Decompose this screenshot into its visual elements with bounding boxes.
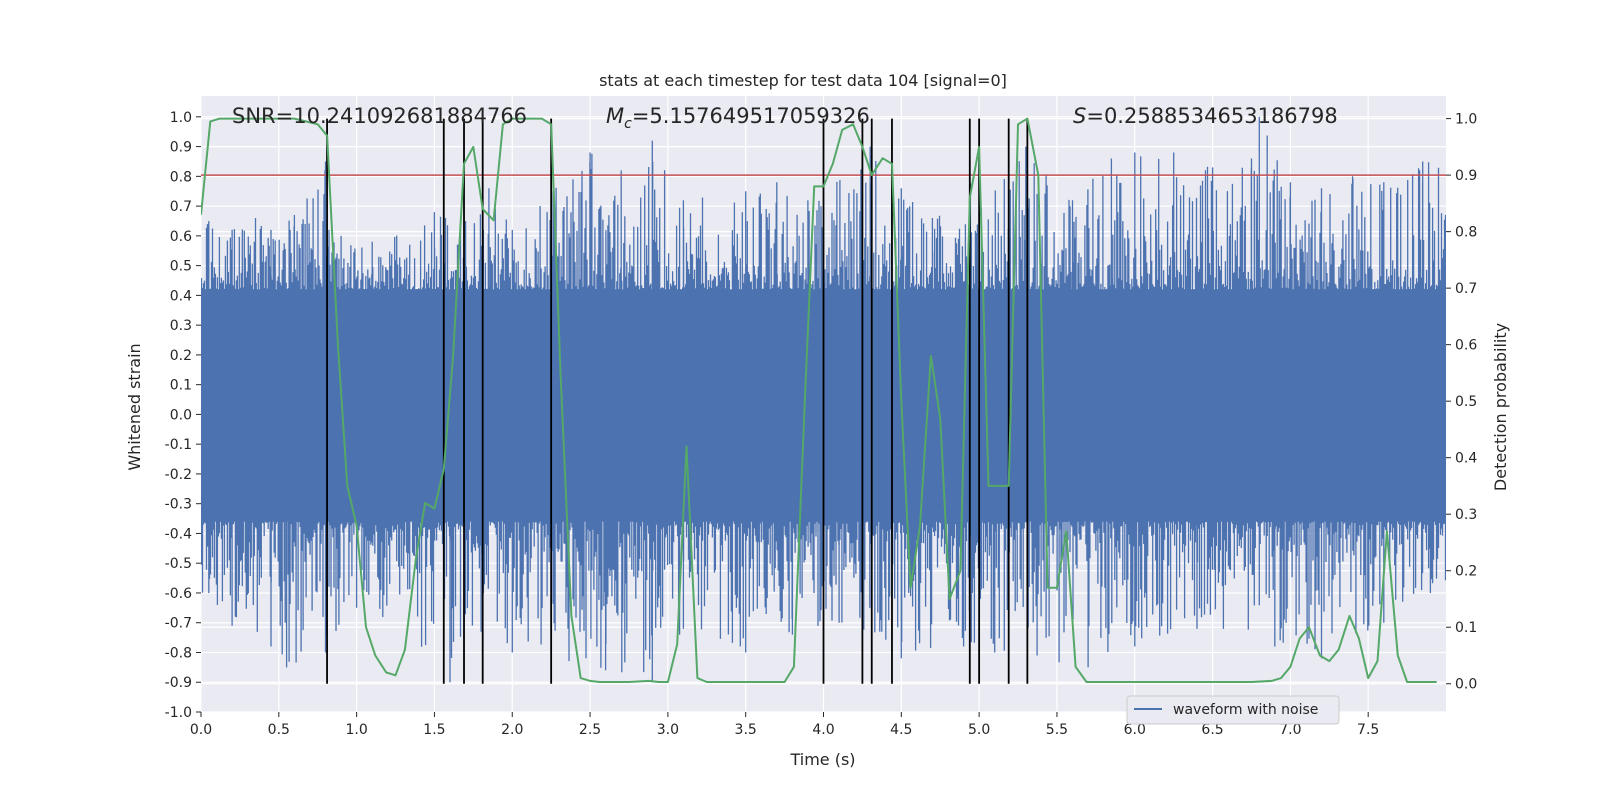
x-tick-label: 7.0 bbox=[1279, 722, 1301, 738]
y-tick-label-right: 0.9 bbox=[1455, 168, 1477, 184]
x-tick-label: 7.5 bbox=[1357, 722, 1379, 738]
x-tick-label: 0.0 bbox=[190, 722, 212, 738]
x-tick-label: 2.0 bbox=[501, 722, 523, 738]
y-tick-label-left: 0.3 bbox=[170, 318, 192, 334]
y-tick-label-left: -0.5 bbox=[165, 556, 192, 572]
y-tick-label-left: 0.9 bbox=[170, 140, 192, 156]
y-axis-title-right: Detection probability bbox=[1491, 323, 1510, 491]
snr-annotation: SNR=10.241092681884766 bbox=[232, 104, 527, 128]
legend: waveform with noise bbox=[1126, 695, 1340, 725]
y-tick-label-left: -0.3 bbox=[165, 497, 192, 513]
y-tick-label-right: 0.0 bbox=[1455, 677, 1477, 693]
x-tick-label: 3.0 bbox=[657, 722, 679, 738]
y-tick-label-left: 1.0 bbox=[170, 110, 192, 126]
x-tick-label: 4.0 bbox=[812, 722, 834, 738]
vertical-markers bbox=[326, 118, 1029, 684]
detection-probability-line bbox=[201, 117, 1437, 683]
y-tick-label-right: 0.7 bbox=[1455, 281, 1477, 297]
y-tick-label-left: 0.6 bbox=[170, 229, 192, 245]
y-tick-label-right: 0.8 bbox=[1455, 225, 1477, 241]
x-axis-title: Time (s) bbox=[789, 750, 855, 769]
x-tick-label: 4.5 bbox=[890, 722, 912, 738]
y-tick-label-left: -1.0 bbox=[165, 705, 192, 721]
y-tick-label-right: 0.5 bbox=[1455, 394, 1477, 410]
legend-label-waveform: waveform with noise bbox=[1173, 702, 1318, 718]
data-layer bbox=[201, 116, 1446, 684]
y-tick-label-left: -0.7 bbox=[165, 616, 192, 632]
x-tick-label: 3.5 bbox=[735, 722, 757, 738]
y-tick-label-left: -0.4 bbox=[165, 526, 192, 542]
y-tick-label-left: -0.9 bbox=[165, 675, 192, 691]
legend-box bbox=[1126, 695, 1340, 725]
x-tick-label: 6.0 bbox=[1124, 722, 1146, 738]
x-tick-label: 5.0 bbox=[968, 722, 990, 738]
x-tick-label: 1.5 bbox=[423, 722, 445, 738]
y-tick-label-left: 0.7 bbox=[170, 199, 192, 215]
y-tick-label-right: 0.1 bbox=[1455, 620, 1477, 636]
x-tick-label: 5.5 bbox=[1046, 722, 1068, 738]
chirp-mass-annotation: Mc=5.157649517059326 bbox=[606, 104, 870, 132]
y-axis-title-left: Whitened strain bbox=[125, 343, 144, 470]
y-tick-label-left: 0.4 bbox=[170, 288, 192, 304]
y-tick-label-left: -0.6 bbox=[165, 586, 192, 602]
y-tick-label-right: 0.2 bbox=[1455, 564, 1477, 580]
y-tick-label-right: 0.4 bbox=[1455, 451, 1477, 467]
x-tick-label: 0.5 bbox=[268, 722, 290, 738]
y-tick-label-left: 0.5 bbox=[170, 259, 192, 275]
y-tick-label-left: -0.8 bbox=[165, 645, 192, 661]
y-tick-label-right: 1.0 bbox=[1455, 112, 1477, 128]
x-tick-label: 1.0 bbox=[345, 722, 367, 738]
s-annotation: S=0.2588534653186798 bbox=[1073, 104, 1338, 128]
y-tick-label-left: 0.8 bbox=[170, 169, 192, 185]
y-tick-label-right: 0.6 bbox=[1455, 338, 1477, 354]
x-tick-label: 2.5 bbox=[579, 722, 601, 738]
waveform-line bbox=[201, 116, 1446, 683]
y-tick-label-left: -0.2 bbox=[165, 467, 192, 483]
axes: 0.0 0.5 1.0 1.5 2.0 2.5 3.0 3.5 4.0 4.5 5.0 5.5 6.0 6… bbox=[165, 110, 1478, 738]
x-tick-label: 6.5 bbox=[1201, 722, 1223, 738]
y-tick-label-left: 0.0 bbox=[170, 407, 192, 423]
y-tick-label-right: 0.3 bbox=[1455, 507, 1477, 523]
y-tick-label-left: 0.2 bbox=[170, 348, 192, 364]
probability-series bbox=[201, 117, 1437, 683]
y-tick-label-left: -0.1 bbox=[165, 437, 192, 453]
y-tick-label-left: 0.1 bbox=[170, 378, 192, 394]
chart-title: stats at each timestep for test data 104… bbox=[599, 71, 1007, 90]
